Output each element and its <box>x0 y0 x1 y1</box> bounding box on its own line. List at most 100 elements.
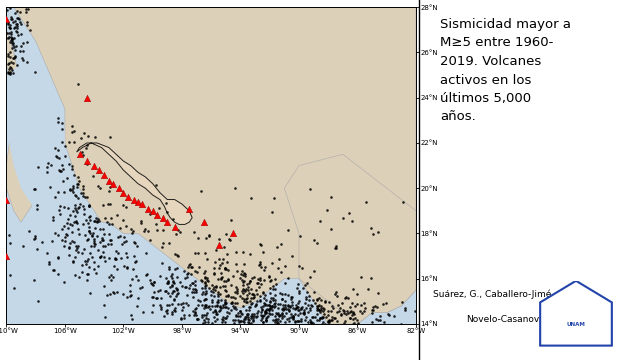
Point <box>254 284 264 290</box>
Point <box>164 284 175 289</box>
Point <box>166 273 177 279</box>
Point <box>79 232 90 238</box>
Point <box>317 321 327 327</box>
Point <box>122 294 132 300</box>
Point <box>113 235 124 240</box>
Point <box>199 271 209 276</box>
Point <box>265 291 275 296</box>
Point <box>226 307 236 313</box>
Point <box>46 163 56 168</box>
Point <box>106 273 116 278</box>
Point <box>72 209 82 215</box>
Point <box>231 306 241 311</box>
Point <box>284 315 294 321</box>
Point <box>122 265 132 271</box>
Point <box>245 278 255 284</box>
Point <box>63 225 74 231</box>
Point <box>209 265 219 270</box>
Point <box>125 293 135 299</box>
Point <box>83 271 93 276</box>
Point <box>310 300 320 306</box>
Point <box>239 319 250 325</box>
Point <box>255 259 265 265</box>
Point <box>6 38 17 44</box>
Point <box>360 305 370 311</box>
Point <box>225 237 235 243</box>
Point <box>198 297 209 303</box>
Point <box>266 278 276 284</box>
Point <box>81 145 92 151</box>
Point <box>270 317 280 323</box>
Point <box>341 311 351 317</box>
Point <box>152 296 163 301</box>
Point <box>348 287 358 292</box>
Point <box>104 255 115 261</box>
Point <box>270 276 280 282</box>
Point <box>220 244 230 249</box>
Point <box>184 262 194 268</box>
Point <box>59 189 69 195</box>
Point <box>238 249 248 255</box>
Point <box>255 312 266 318</box>
Point <box>156 304 166 310</box>
Point <box>340 296 350 301</box>
Point <box>52 189 63 195</box>
Point <box>202 275 212 280</box>
Point <box>358 309 369 314</box>
Point <box>189 282 200 288</box>
Point <box>108 221 118 227</box>
Point <box>8 42 19 48</box>
Point <box>318 308 328 314</box>
Point <box>211 310 221 315</box>
Point <box>328 306 339 311</box>
Point <box>73 206 83 211</box>
Point <box>106 277 116 283</box>
Point <box>211 284 221 290</box>
Point <box>88 173 98 179</box>
Point <box>235 308 245 314</box>
Point <box>81 278 92 283</box>
Point <box>105 237 115 243</box>
Point <box>246 301 256 306</box>
Point <box>106 238 116 243</box>
Point <box>237 277 248 283</box>
Point <box>246 301 257 306</box>
Point <box>244 280 254 285</box>
Point <box>65 186 76 192</box>
Point <box>319 307 329 312</box>
Point <box>58 224 68 229</box>
Point <box>131 273 141 279</box>
Point <box>338 307 348 313</box>
Point <box>233 314 243 319</box>
Point <box>77 250 87 256</box>
Point <box>120 238 131 244</box>
Point <box>170 293 180 299</box>
Point <box>284 308 294 314</box>
Point <box>371 316 381 321</box>
Point <box>300 310 310 316</box>
Point <box>32 202 42 207</box>
Point <box>69 128 79 134</box>
Point <box>67 130 77 135</box>
Point <box>363 286 373 292</box>
Point <box>330 292 340 297</box>
Point <box>67 123 77 129</box>
Point <box>290 318 300 324</box>
Point <box>246 275 257 281</box>
Point <box>367 307 377 312</box>
Point <box>172 291 182 297</box>
Point <box>296 307 306 312</box>
Point <box>243 319 253 324</box>
Point <box>291 305 301 311</box>
Point <box>130 260 140 265</box>
Point <box>59 204 69 210</box>
Point <box>237 269 247 274</box>
Point <box>104 231 114 237</box>
Point <box>220 287 230 293</box>
Point <box>121 250 131 256</box>
Point <box>280 304 290 310</box>
Point <box>131 243 141 248</box>
Point <box>298 265 308 271</box>
Point <box>316 305 326 311</box>
Point <box>241 307 252 313</box>
